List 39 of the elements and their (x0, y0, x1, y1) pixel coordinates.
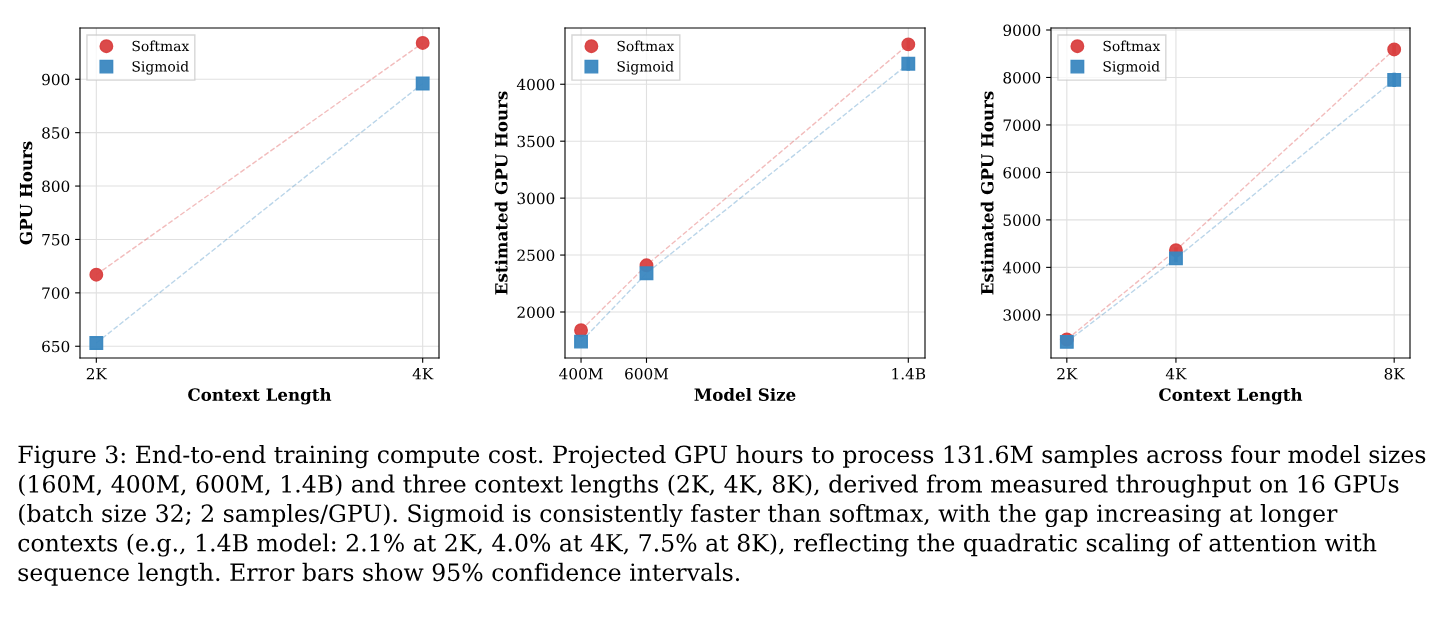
y-tick-label: 2000 (517, 306, 555, 319)
y-tick-label: 3000 (1003, 309, 1041, 321)
x-tick-label: 4K (1165, 367, 1187, 380)
y-tick-label: 850 (42, 127, 70, 139)
x-tick-label: 4K (412, 367, 434, 380)
y-axis-title: Estimated GPU Hours (980, 91, 994, 295)
y-tick-label: 750 (42, 233, 70, 246)
y-tick-label: 5000 (1003, 214, 1041, 226)
x-tick-label: 2K (86, 367, 108, 380)
x-axis-title: Model Size (694, 388, 796, 401)
y-tick-label: 7000 (1003, 119, 1041, 131)
y-tick-label: 9000 (1003, 24, 1041, 37)
x-axis-title: Context Length (1159, 388, 1303, 405)
x-tick-label: 600M (625, 367, 669, 380)
legend-label: Softmax (1103, 40, 1161, 52)
x-tick-label: 400M (559, 367, 603, 380)
legend-label: Sigmoid (1103, 60, 1160, 75)
y-axis-title: GPU Hours (19, 141, 33, 245)
x-tick-label: 1.4B (892, 367, 926, 380)
y-tick-label: 4000 (1002, 261, 1041, 274)
legend-label: Softmax (132, 40, 190, 52)
legend-label: Softmax (617, 40, 675, 52)
caption: Figure 3: End-to-end training compute cost. Projected GPU hours to process 131.6M samples across four model sizes (160M, 400M, 600M, 1.4B) and three context lengths (2K, 4K, 8K), derived from measured throughput on 16 GPUs (batch size 32; 2 samples/GPU). Sigmoid is consistently faster than softmax, with the gap increasing at longer contexts (e.g., 1.4B model: 2.1% at 2K, 4.0% at 4K, 7.5% at 8K), reflecting the quadratic scaling of attention with sequence length. Error bars show 95% confidence intervals. (18, 445, 1426, 587)
y-tick-label: 8000 (1003, 71, 1041, 84)
legend-label: Sigmoid (617, 60, 674, 75)
y-tick-label: 4000 (516, 78, 555, 91)
x-tick-label: 8K (1384, 367, 1405, 380)
y-axis-title: Estimated GPU Hours (494, 91, 508, 295)
y-tick-label: 6000 (1003, 166, 1041, 179)
y-tick-label: 700 (42, 287, 70, 299)
y-tick-label: 900 (42, 73, 70, 86)
y-tick-label: 800 (42, 180, 70, 193)
x-axis-title: Context Length (188, 388, 332, 405)
x-tick-label: 2K (1057, 367, 1078, 380)
y-tick-label: 2500 (517, 249, 555, 262)
y-tick-label: 3500 (517, 135, 555, 148)
legend-label: Sigmoid (132, 60, 189, 75)
y-tick-label: 3000 (517, 192, 555, 205)
y-tick-label: 650 (42, 340, 70, 353)
